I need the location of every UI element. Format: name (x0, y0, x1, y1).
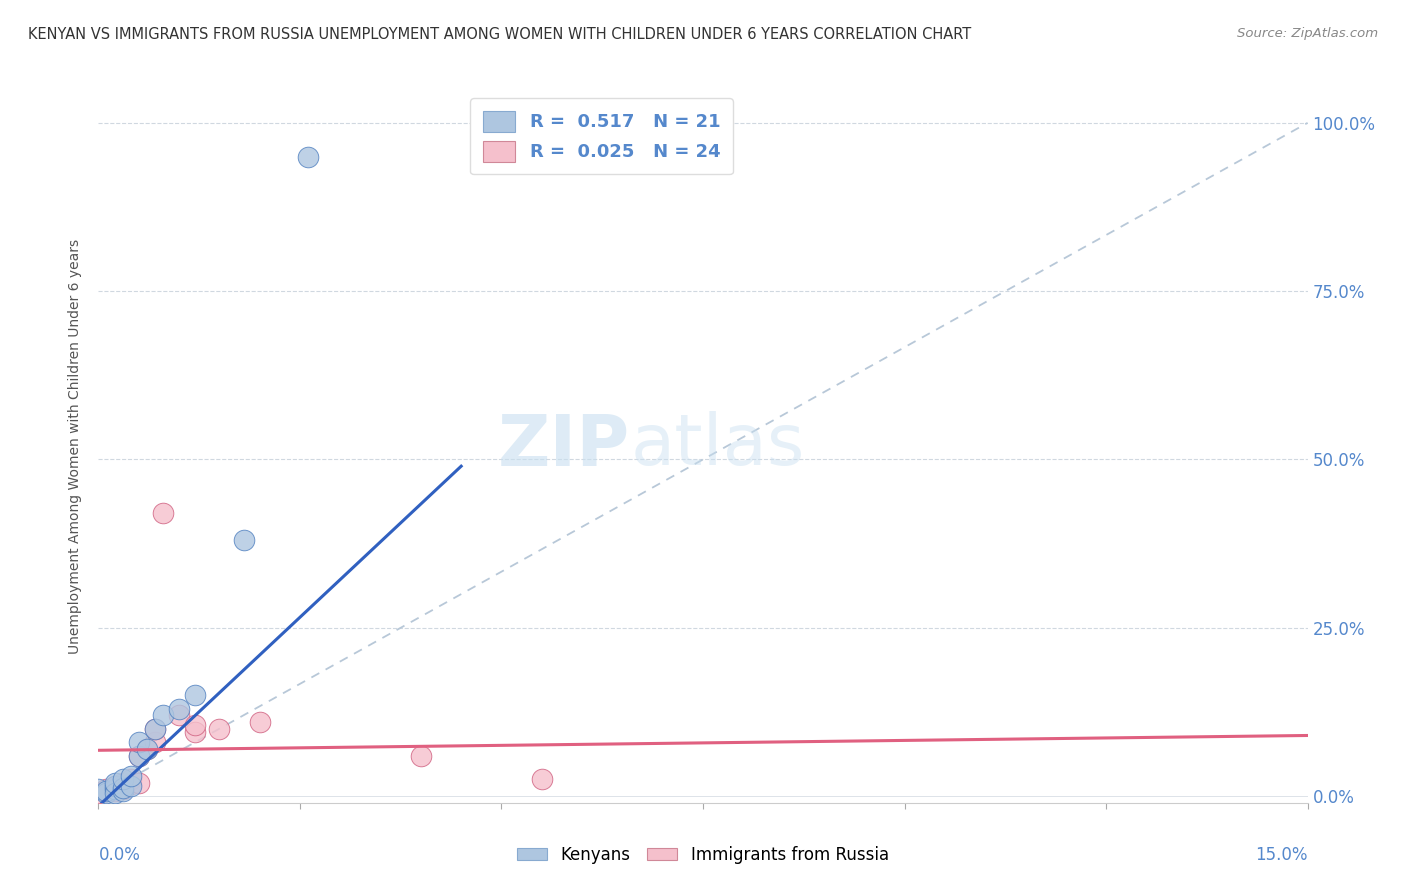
Text: ZIP: ZIP (498, 411, 630, 481)
Point (120, 772, 142, 787)
Point (96, 783, 118, 797)
Point (184, 688, 207, 702)
Point (152, 708, 174, 723)
Point (128, 775, 150, 789)
Point (128, 748, 150, 763)
Point (103, 779, 125, 793)
Point (103, 782, 125, 797)
Point (135, 742, 157, 756)
Point (96, 783, 118, 797)
Point (232, 533, 254, 548)
Point (103, 783, 125, 797)
Point (87, 782, 110, 797)
Legend: Kenyans, Immigrants from Russia: Kenyans, Immigrants from Russia (510, 839, 896, 871)
Point (409, 748, 432, 763)
Y-axis label: Unemployment Among Women with Children Under 6 years: Unemployment Among Women with Children U… (69, 238, 83, 654)
Point (143, 722, 166, 736)
Point (167, 708, 190, 723)
Point (103, 779, 125, 793)
Point (184, 725, 207, 739)
Text: 15.0%: 15.0% (1256, 846, 1308, 863)
Point (87, 786, 110, 800)
Point (128, 748, 150, 763)
Point (120, 779, 142, 793)
Point (96, 786, 118, 800)
Point (249, 714, 271, 729)
Point (111, 779, 134, 793)
Text: atlas: atlas (630, 411, 804, 481)
Point (120, 777, 142, 791)
Legend: R =  0.517   N = 21, R =  0.025   N = 24: R = 0.517 N = 21, R = 0.025 N = 24 (470, 98, 733, 174)
Text: KENYAN VS IMMIGRANTS FROM RUSSIA UNEMPLOYMENT AMONG WOMEN WITH CHILDREN UNDER 6 : KENYAN VS IMMIGRANTS FROM RUSSIA UNEMPLO… (28, 27, 972, 42)
Point (184, 718, 207, 732)
Point (135, 742, 157, 756)
Text: 0.0%: 0.0% (98, 846, 141, 863)
Point (111, 772, 134, 787)
Point (167, 701, 190, 715)
Point (143, 722, 166, 736)
Point (208, 722, 231, 736)
Point (152, 506, 174, 520)
Point (103, 775, 125, 789)
Point (111, 783, 134, 797)
Point (120, 769, 142, 783)
Point (530, 772, 553, 787)
Point (96, 782, 118, 797)
Text: Source: ZipAtlas.com: Source: ZipAtlas.com (1237, 27, 1378, 40)
Point (128, 735, 150, 749)
Point (297, 149, 319, 163)
Point (111, 780, 134, 795)
Point (103, 780, 125, 795)
Point (103, 786, 125, 800)
Point (111, 775, 134, 789)
Point (143, 735, 166, 749)
Point (111, 782, 134, 797)
